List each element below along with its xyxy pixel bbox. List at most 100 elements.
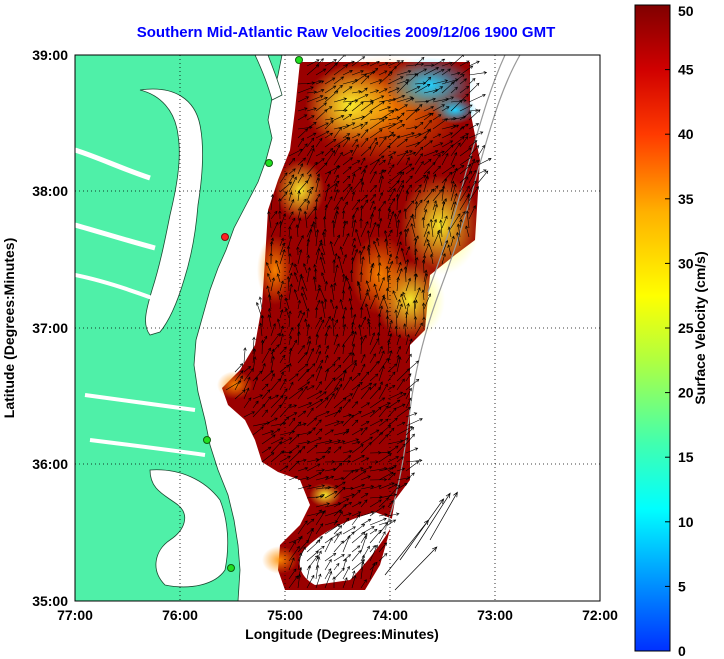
velocity-arrow <box>423 161 436 175</box>
velocity-arrow <box>468 131 484 139</box>
velocity-arrow <box>332 259 336 274</box>
velocity-arrow <box>297 520 308 535</box>
velocity-arrow <box>306 472 323 481</box>
velocity-arrow <box>270 450 285 463</box>
velocity-arrow <box>315 316 322 328</box>
velocity-arrow <box>405 333 410 346</box>
velocity-arrow <box>459 170 473 184</box>
velocity-arrow <box>321 272 326 283</box>
velocity-arrow <box>324 117 334 121</box>
velocity-arrow <box>252 376 259 391</box>
velocity-arrow <box>387 197 395 211</box>
velocity-arrow <box>369 200 375 211</box>
velocity-arrow <box>279 465 289 472</box>
velocity-arrow <box>342 166 352 175</box>
velocity-arrow <box>387 108 399 112</box>
velocity-arrow <box>324 62 338 76</box>
velocity-arrow <box>333 164 339 175</box>
velocity-arrow <box>468 60 480 67</box>
velocity-arrow <box>459 147 472 157</box>
velocity-arrow <box>459 111 472 121</box>
velocity-arrow <box>366 247 371 265</box>
velocity-arrow <box>360 157 366 166</box>
velocity-arrow <box>315 80 325 85</box>
speed-patch <box>433 96 477 124</box>
velocity-arrow <box>351 207 359 220</box>
velocity-arrow <box>243 387 250 400</box>
velocity-arrow <box>405 175 413 184</box>
velocity-arrow <box>369 221 377 238</box>
velocity-arrow <box>387 274 391 292</box>
velocity-arrow <box>342 232 350 247</box>
velocity-arrow <box>387 164 395 175</box>
velocity-arrow <box>369 495 383 499</box>
velocity-arrow <box>432 203 438 220</box>
velocity-arrow <box>369 373 379 382</box>
velocity-arrow <box>333 446 342 454</box>
velocity-arrow <box>396 69 412 76</box>
velocity-arrow <box>378 345 383 355</box>
velocity-arrow <box>423 149 439 157</box>
velocity-arrow <box>450 151 458 166</box>
y-axis: 39:00 38:00 37:00 36:00 35:00 Latitude (… <box>1 47 68 609</box>
velocity-arrow <box>360 199 369 211</box>
velocity-arrow <box>265 261 272 274</box>
velocity-arrow <box>378 133 397 139</box>
velocity-arrow <box>351 138 358 148</box>
velocity-arrow <box>414 56 425 67</box>
velocity-arrow <box>324 475 335 481</box>
velocity-arrow <box>288 557 295 571</box>
velocity-arrow <box>297 310 302 319</box>
velocity-arrow <box>279 242 286 256</box>
velocity-arrow <box>351 173 356 184</box>
velocity-arrow <box>252 421 271 427</box>
velocity-arrow <box>342 137 351 148</box>
velocity-arrow <box>376 223 380 238</box>
velocity-arrow <box>450 99 463 112</box>
velocity-arrow <box>324 429 334 436</box>
velocity-arrow <box>288 326 294 337</box>
velocity-arrow <box>315 502 330 508</box>
velocity-arrow <box>297 539 310 553</box>
velocity-arrow <box>413 237 418 256</box>
velocity-arrow <box>296 246 300 256</box>
delaware-bay <box>254 55 283 101</box>
velocity-arrow <box>383 229 389 247</box>
velocity-arrow <box>297 180 309 193</box>
velocity-arrow <box>396 356 402 373</box>
velocity-arrow <box>396 467 406 472</box>
velocity-arrow <box>387 391 404 400</box>
colorbar-tick-label: 15 <box>678 449 694 465</box>
velocity-arrow <box>450 183 457 202</box>
velocity-arrow <box>306 228 313 247</box>
velocity-arrow <box>288 148 303 157</box>
velocity-arrow <box>297 331 301 346</box>
velocity-arrow <box>376 237 380 247</box>
velocity-arrow <box>342 352 352 364</box>
velocity-arrow <box>342 414 354 427</box>
velocity-arrow <box>266 285 272 301</box>
velocity-arrow <box>306 484 326 490</box>
velocity-arrow <box>378 519 393 526</box>
velocity-arrow <box>432 79 449 85</box>
velocity-arrow <box>414 136 427 148</box>
velocity-arrow <box>306 417 318 427</box>
velocity-arrow <box>360 554 366 571</box>
river <box>89 438 206 457</box>
velocity-arrow <box>278 210 282 220</box>
velocity-arrow <box>267 294 272 310</box>
map-grid <box>75 55 600 601</box>
velocity-arrow <box>315 287 321 301</box>
velocity-arrow <box>387 180 400 193</box>
velocity-arrow <box>322 216 327 229</box>
velocity-arrow <box>423 63 435 67</box>
velocity-arrow <box>279 172 288 184</box>
velocity-arrow <box>333 406 343 418</box>
velocity-arrow <box>413 316 418 328</box>
velocity-arrow <box>367 244 371 256</box>
velocity-arrow <box>333 108 348 113</box>
velocity-arrow <box>441 81 455 94</box>
velocity-arrow <box>333 498 350 508</box>
velocity-arrow <box>297 573 302 589</box>
velocity-arrow <box>288 460 300 472</box>
